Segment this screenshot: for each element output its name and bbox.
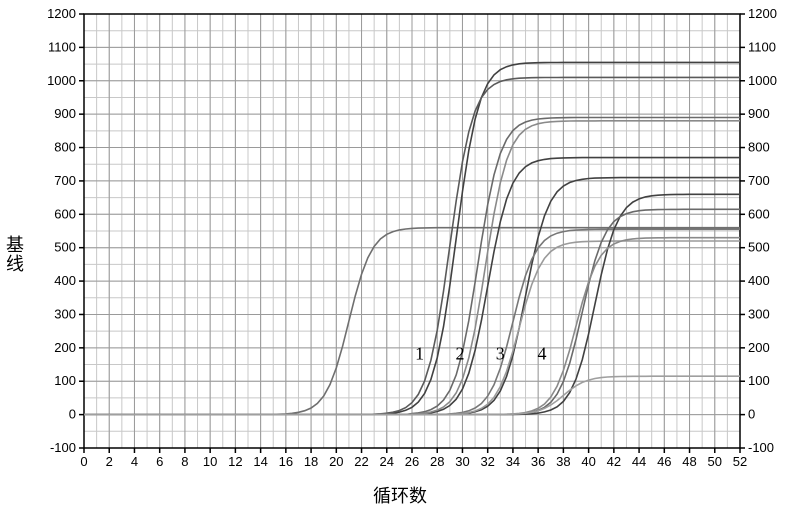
svg-text:600: 600 xyxy=(54,206,76,221)
svg-text:200: 200 xyxy=(54,340,76,355)
curve-group-label: 4 xyxy=(537,344,546,364)
svg-text:8: 8 xyxy=(181,454,188,469)
svg-text:0: 0 xyxy=(80,454,87,469)
svg-text:28: 28 xyxy=(430,454,444,469)
svg-text:400: 400 xyxy=(748,273,770,288)
svg-text:1100: 1100 xyxy=(48,39,76,54)
chart-container: 基线 循环数 024681012141618202224262830323436… xyxy=(0,0,800,510)
svg-text:400: 400 xyxy=(54,273,76,288)
svg-text:800: 800 xyxy=(54,140,76,155)
svg-text:300: 300 xyxy=(748,306,770,321)
svg-text:42: 42 xyxy=(607,454,621,469)
svg-text:38: 38 xyxy=(556,454,570,469)
svg-text:900: 900 xyxy=(54,106,76,121)
svg-text:800: 800 xyxy=(748,140,770,155)
svg-text:2: 2 xyxy=(106,454,113,469)
svg-text:-100: -100 xyxy=(748,440,774,455)
svg-text:18: 18 xyxy=(304,454,318,469)
svg-text:1200: 1200 xyxy=(47,8,76,21)
svg-text:36: 36 xyxy=(531,454,545,469)
svg-text:1100: 1100 xyxy=(748,39,776,54)
svg-text:1200: 1200 xyxy=(748,8,777,21)
svg-text:12: 12 xyxy=(228,454,242,469)
svg-text:500: 500 xyxy=(54,240,76,255)
curve-group-label: 2 xyxy=(455,344,464,364)
svg-text:6: 6 xyxy=(156,454,163,469)
svg-text:20: 20 xyxy=(329,454,343,469)
svg-text:1000: 1000 xyxy=(47,73,76,88)
svg-text:46: 46 xyxy=(657,454,671,469)
svg-text:22: 22 xyxy=(354,454,368,469)
svg-text:0: 0 xyxy=(748,407,755,422)
svg-text:10: 10 xyxy=(203,454,217,469)
svg-text:30: 30 xyxy=(455,454,469,469)
amplification-plot: 0246810121416182022242628303234363840424… xyxy=(40,8,784,482)
x-axis-label: 循环数 xyxy=(373,482,427,508)
svg-text:100: 100 xyxy=(748,373,770,388)
svg-text:200: 200 xyxy=(748,340,770,355)
svg-text:500: 500 xyxy=(748,240,770,255)
svg-text:300: 300 xyxy=(54,306,76,321)
svg-text:48: 48 xyxy=(682,454,696,469)
svg-text:24: 24 xyxy=(380,454,394,469)
svg-text:16: 16 xyxy=(279,454,293,469)
svg-text:44: 44 xyxy=(632,454,646,469)
svg-text:0: 0 xyxy=(69,407,76,422)
curve-group-label: 3 xyxy=(496,344,505,364)
svg-text:32: 32 xyxy=(480,454,494,469)
curve-group-label: 1 xyxy=(415,344,424,364)
svg-text:900: 900 xyxy=(748,106,770,121)
svg-text:40: 40 xyxy=(581,454,595,469)
svg-text:52: 52 xyxy=(733,454,747,469)
svg-text:600: 600 xyxy=(748,206,770,221)
svg-text:34: 34 xyxy=(506,454,520,469)
svg-text:700: 700 xyxy=(748,173,770,188)
svg-text:1000: 1000 xyxy=(748,73,777,88)
svg-text:14: 14 xyxy=(253,454,267,469)
svg-text:100: 100 xyxy=(54,373,76,388)
svg-text:700: 700 xyxy=(54,173,76,188)
svg-text:4: 4 xyxy=(131,454,138,469)
svg-text:26: 26 xyxy=(405,454,419,469)
y-axis-label: 基线 xyxy=(6,236,24,274)
svg-text:-100: -100 xyxy=(50,440,76,455)
svg-text:50: 50 xyxy=(708,454,722,469)
